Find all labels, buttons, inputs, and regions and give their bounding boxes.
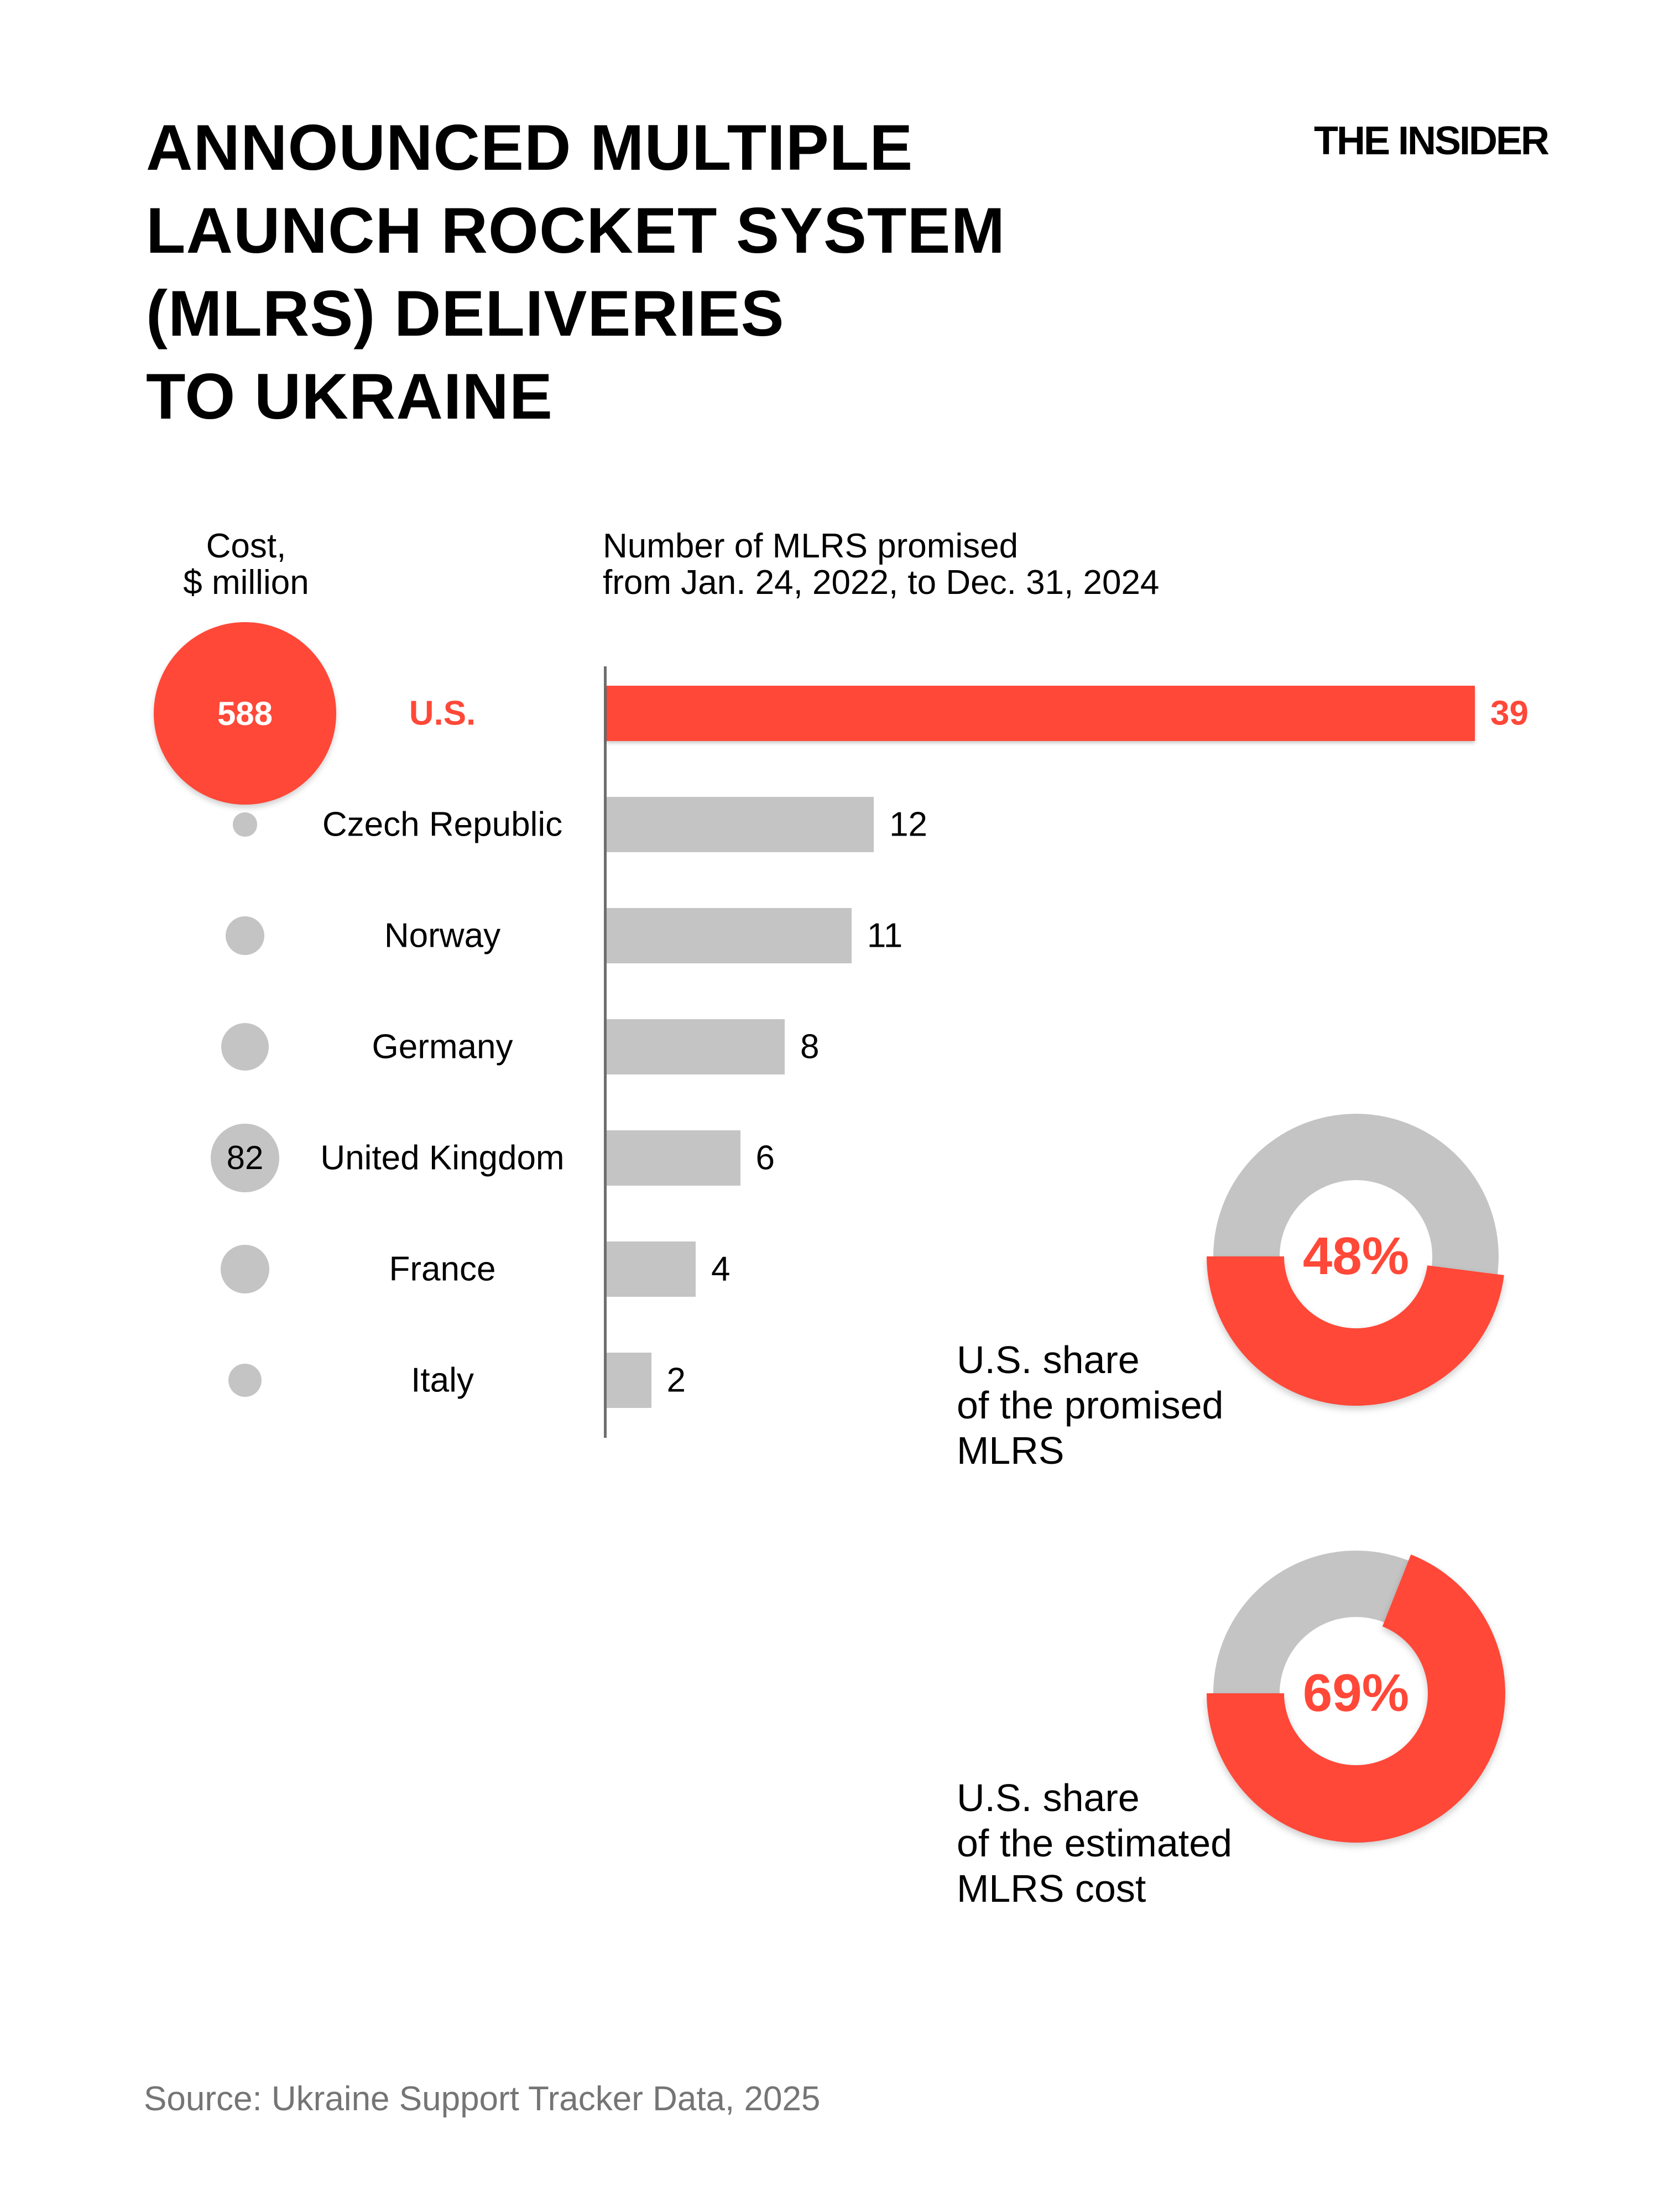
donut-caption-line: MLRS <box>957 1429 1065 1472</box>
count-label: 6 <box>755 1139 775 1177</box>
donut-caption: U.S. share of the promised MLRS <box>957 1337 1223 1473</box>
country-label: France <box>389 1250 496 1288</box>
source-note: Source: Ukraine Support Tracker Data, 20… <box>144 2080 821 2118</box>
donut-remainder-slice <box>1213 1551 1408 1693</box>
title-line: ANNOUNCED MULTIPLE <box>146 111 914 184</box>
cost-header: Cost, $ million <box>166 528 326 601</box>
count-label: 12 <box>889 805 928 844</box>
donut-chart <box>1207 1113 1504 1406</box>
donut-remainder-slice <box>1213 1113 1499 1275</box>
bar-axis <box>604 666 607 1438</box>
cost-bubble <box>221 1245 269 1293</box>
count-bar <box>607 908 852 963</box>
count-bar <box>607 1353 651 1408</box>
cost-bubble <box>233 812 257 837</box>
cost-bubble: 588 <box>154 622 336 805</box>
count-bar <box>607 1130 740 1186</box>
title-line: (MLRS) DELIVERIES <box>146 277 785 349</box>
chart-title: ANNOUNCED MULTIPLE LAUNCH ROCKET SYSTEM … <box>146 106 1197 438</box>
country-label: Germany <box>372 1027 513 1066</box>
country-label: U.S. <box>409 694 476 733</box>
donut-percent-label: 69% <box>1302 1663 1410 1723</box>
count-header: Number of MLRS promised from Jan. 24, 20… <box>603 528 1322 601</box>
title-line: TO UKRAINE <box>146 360 553 432</box>
cost-bubble <box>225 916 265 956</box>
count-label: 4 <box>711 1250 731 1288</box>
donut-caption: U.S. share of the estimated MLRS cost <box>957 1775 1232 1911</box>
count-label: 39 <box>1490 694 1528 733</box>
count-bar <box>607 686 1475 741</box>
title-line: LAUNCH ROCKET SYSTEM <box>146 194 1006 267</box>
cost-bubble: 82 <box>211 1124 279 1192</box>
count-bar <box>607 1019 785 1074</box>
count-header-line: Number of MLRS promised <box>603 527 1019 565</box>
country-label: United Kingdom <box>320 1139 565 1177</box>
donut-caption-line: U.S. share <box>957 1776 1140 1819</box>
donut-caption-line: of the estimated <box>957 1822 1233 1865</box>
donut-caption-line: MLRS cost <box>957 1867 1146 1910</box>
donut-caption-line: U.S. share <box>957 1338 1140 1381</box>
cost-label: 82 <box>226 1139 264 1177</box>
donut-highlight-slice <box>1207 1256 1504 1406</box>
cost-bubble <box>228 1363 262 1397</box>
cost-bubble <box>221 1022 269 1071</box>
country-label: Italy <box>411 1361 474 1400</box>
cost-label: 588 <box>217 695 273 732</box>
donut-percent-label: 48% <box>1302 1227 1410 1286</box>
donut-highlight-slice <box>1207 1554 1505 1843</box>
count-bar <box>607 797 874 852</box>
donut-chart <box>1207 1551 1505 1843</box>
cost-header-line: Cost, <box>206 527 286 565</box>
cost-header-line: $ million <box>183 564 309 602</box>
publisher-logo: THE INSIDER <box>1314 119 1550 163</box>
count-label: 11 <box>867 916 903 955</box>
count-label: 8 <box>800 1027 820 1066</box>
country-label: Czech Republic <box>322 805 563 844</box>
count-label: 2 <box>666 1361 686 1400</box>
country-label: Norway <box>384 916 501 955</box>
count-header-line: from Jan. 24, 2022, to Dec. 31, 2024 <box>603 564 1160 602</box>
donut-caption-line: of the promised <box>957 1384 1224 1427</box>
count-bar <box>607 1241 696 1297</box>
